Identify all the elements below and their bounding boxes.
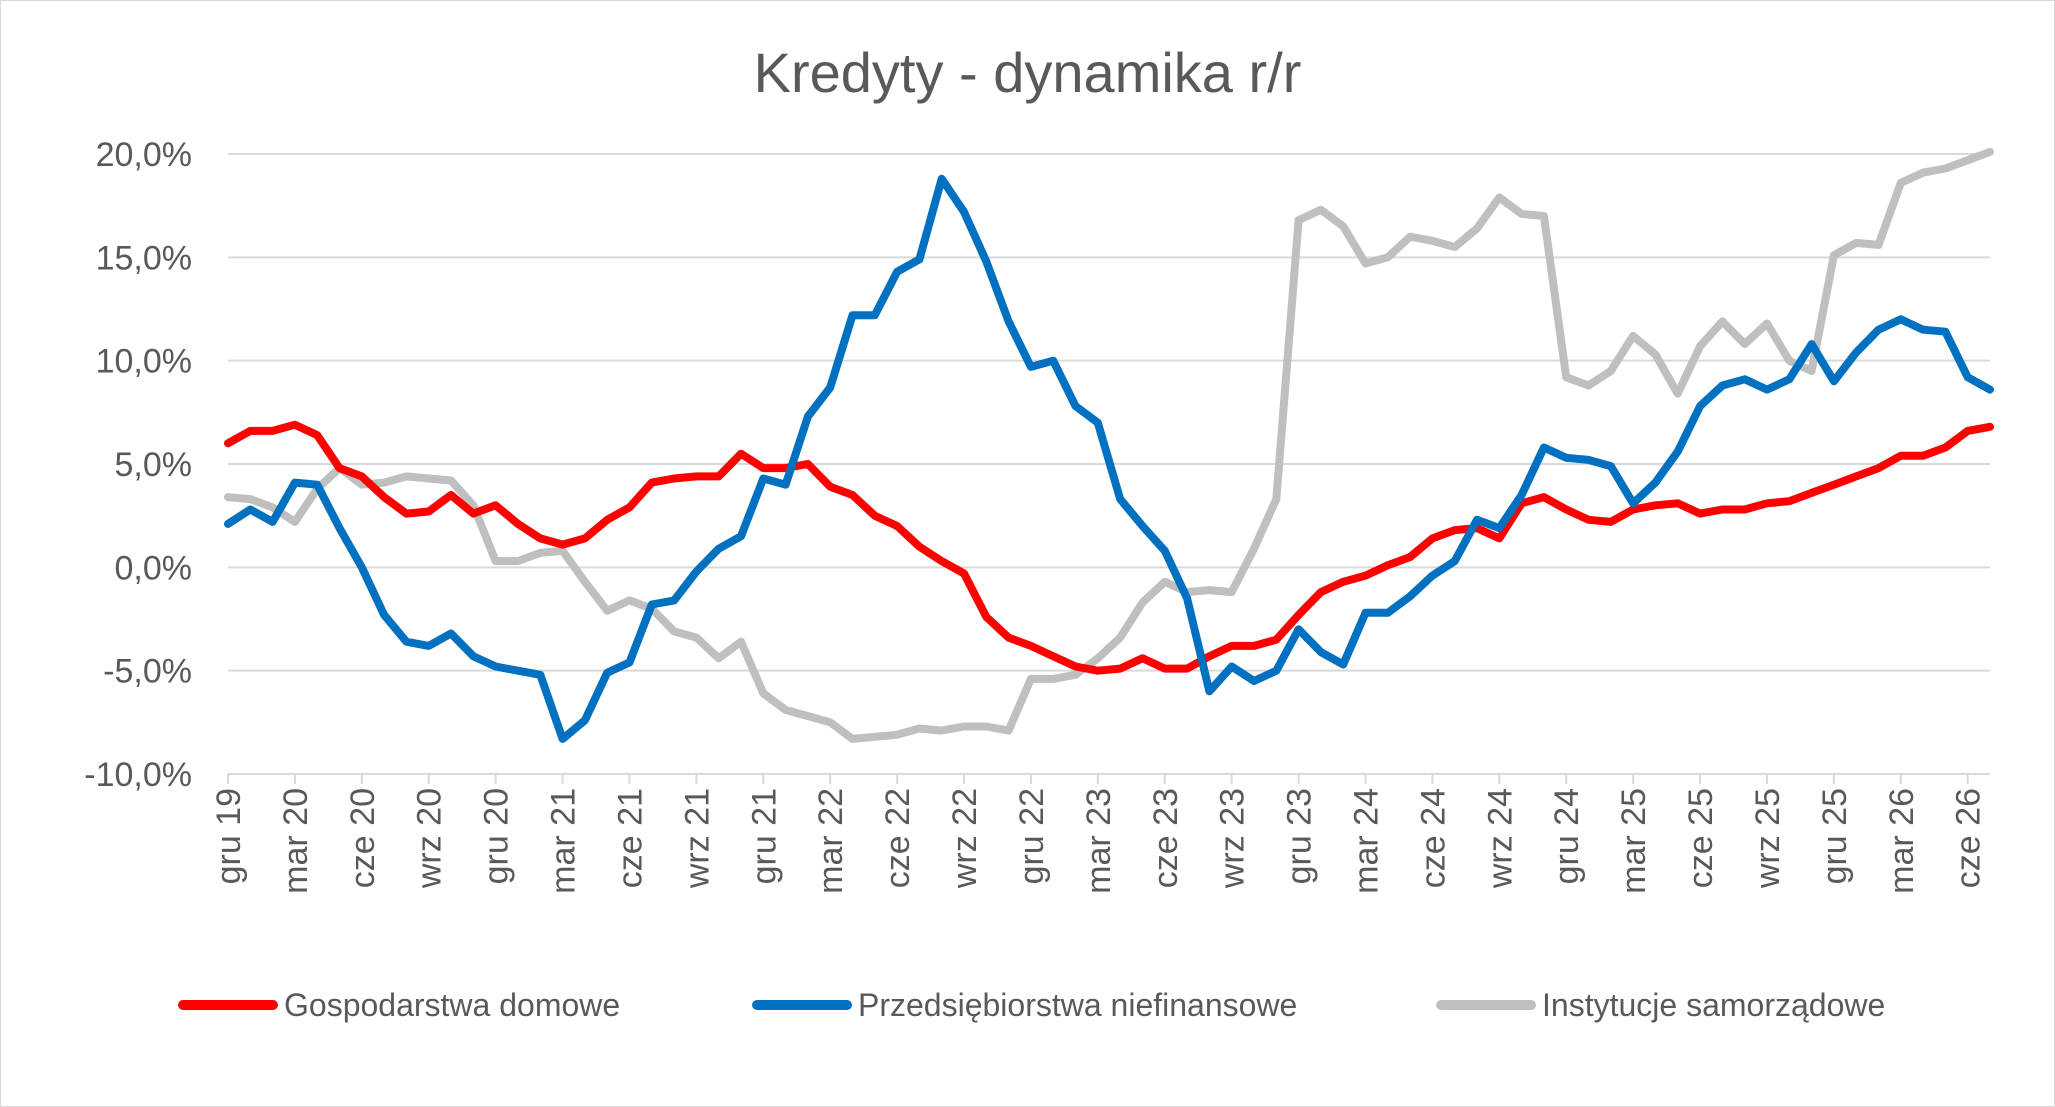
legend-label-przedsiebiorstwa: Przedsiębiorstwa niefinansowe [858,986,1298,1023]
x-tick-label: wrz 20 [411,788,449,889]
y-tick-label: -10,0% [84,756,192,794]
x-tick-label: gru 22 [1013,788,1051,884]
legend: Gospodarstwa domowe Przedsiębiorstwa nie… [0,985,2055,1025]
legend-swatch-gospodarstwa [178,1000,278,1010]
x-tick-label: gru 20 [478,788,516,884]
y-tick-label: 20,0% [96,136,192,174]
x-tick-label: cze 22 [879,788,917,888]
legend-item-przedsiebiorstwa: Przedsiębiorstwa niefinansowe [752,985,1297,1025]
x-tick-label: mar 21 [545,788,583,894]
x-tick-label: mar 24 [1347,788,1385,894]
x-axis-ticks: gru 19 mar 20 cze 20 wrz 20 gru 20 mar 21 cze … [210,774,1988,894]
x-tick-label: cze 25 [1682,788,1720,888]
x-tick-label: wrz 23 [1214,788,1252,889]
y-axis-ticks: 20,0% 15,0% 10,0% 5,0% 0,0% -5,0% -10,0% [84,136,192,794]
x-tick-label: gru 19 [210,788,248,884]
legend-label-instytucje: Instytucje samorządowe [1542,986,1886,1023]
x-tick-label: cze 23 [1147,788,1185,888]
series-line-instytucje-samorzadowe [224,147,1994,743]
x-tick-label: cze 20 [344,788,382,888]
x-tick-label: cze 26 [1950,788,1988,888]
x-tick-label: gru 23 [1281,788,1319,884]
y-tick-label: 10,0% [96,343,192,381]
series-lines [224,147,1994,743]
x-tick-label: cze 21 [611,788,649,888]
x-tick-label: wrz 21 [678,788,716,889]
legend-label-gospodarstwa: Gospodarstwa domowe [284,986,621,1023]
x-tick-label: gru 21 [745,788,783,884]
series-line-gospodarstwa-domowe [224,420,1994,675]
x-tick-label: mar 22 [812,788,850,894]
series-line-przedsiebiorstwa-niefinansowe [224,174,1994,743]
x-tick-label: mar 23 [1080,788,1118,894]
x-tick-label: wrz 24 [1481,788,1519,889]
x-tick-label: mar 25 [1615,788,1653,894]
legend-swatch-instytucje [1436,1000,1536,1010]
x-tick-label: wrz 25 [1749,788,1787,889]
y-tick-label: 5,0% [115,446,193,484]
x-tick-label: gru 25 [1816,788,1854,884]
y-tick-label: 0,0% [115,549,193,587]
x-tick-label: mar 20 [277,788,315,894]
y-tick-label: 15,0% [96,239,192,277]
x-tick-label: cze 24 [1414,788,1452,888]
legend-swatch-przedsiebiorstwa [752,1000,852,1010]
x-tick-label: mar 26 [1883,788,1921,894]
legend-item-gospodarstwa: Gospodarstwa domowe [178,985,620,1025]
y-tick-label: -5,0% [103,653,192,691]
chart-title: Kredyty - dynamika r/r [753,41,1302,104]
x-tick-label: wrz 22 [946,788,984,889]
legend-item-instytucje: Instytucje samorządowe [1436,985,1885,1025]
x-tick-label: gru 24 [1548,788,1586,884]
